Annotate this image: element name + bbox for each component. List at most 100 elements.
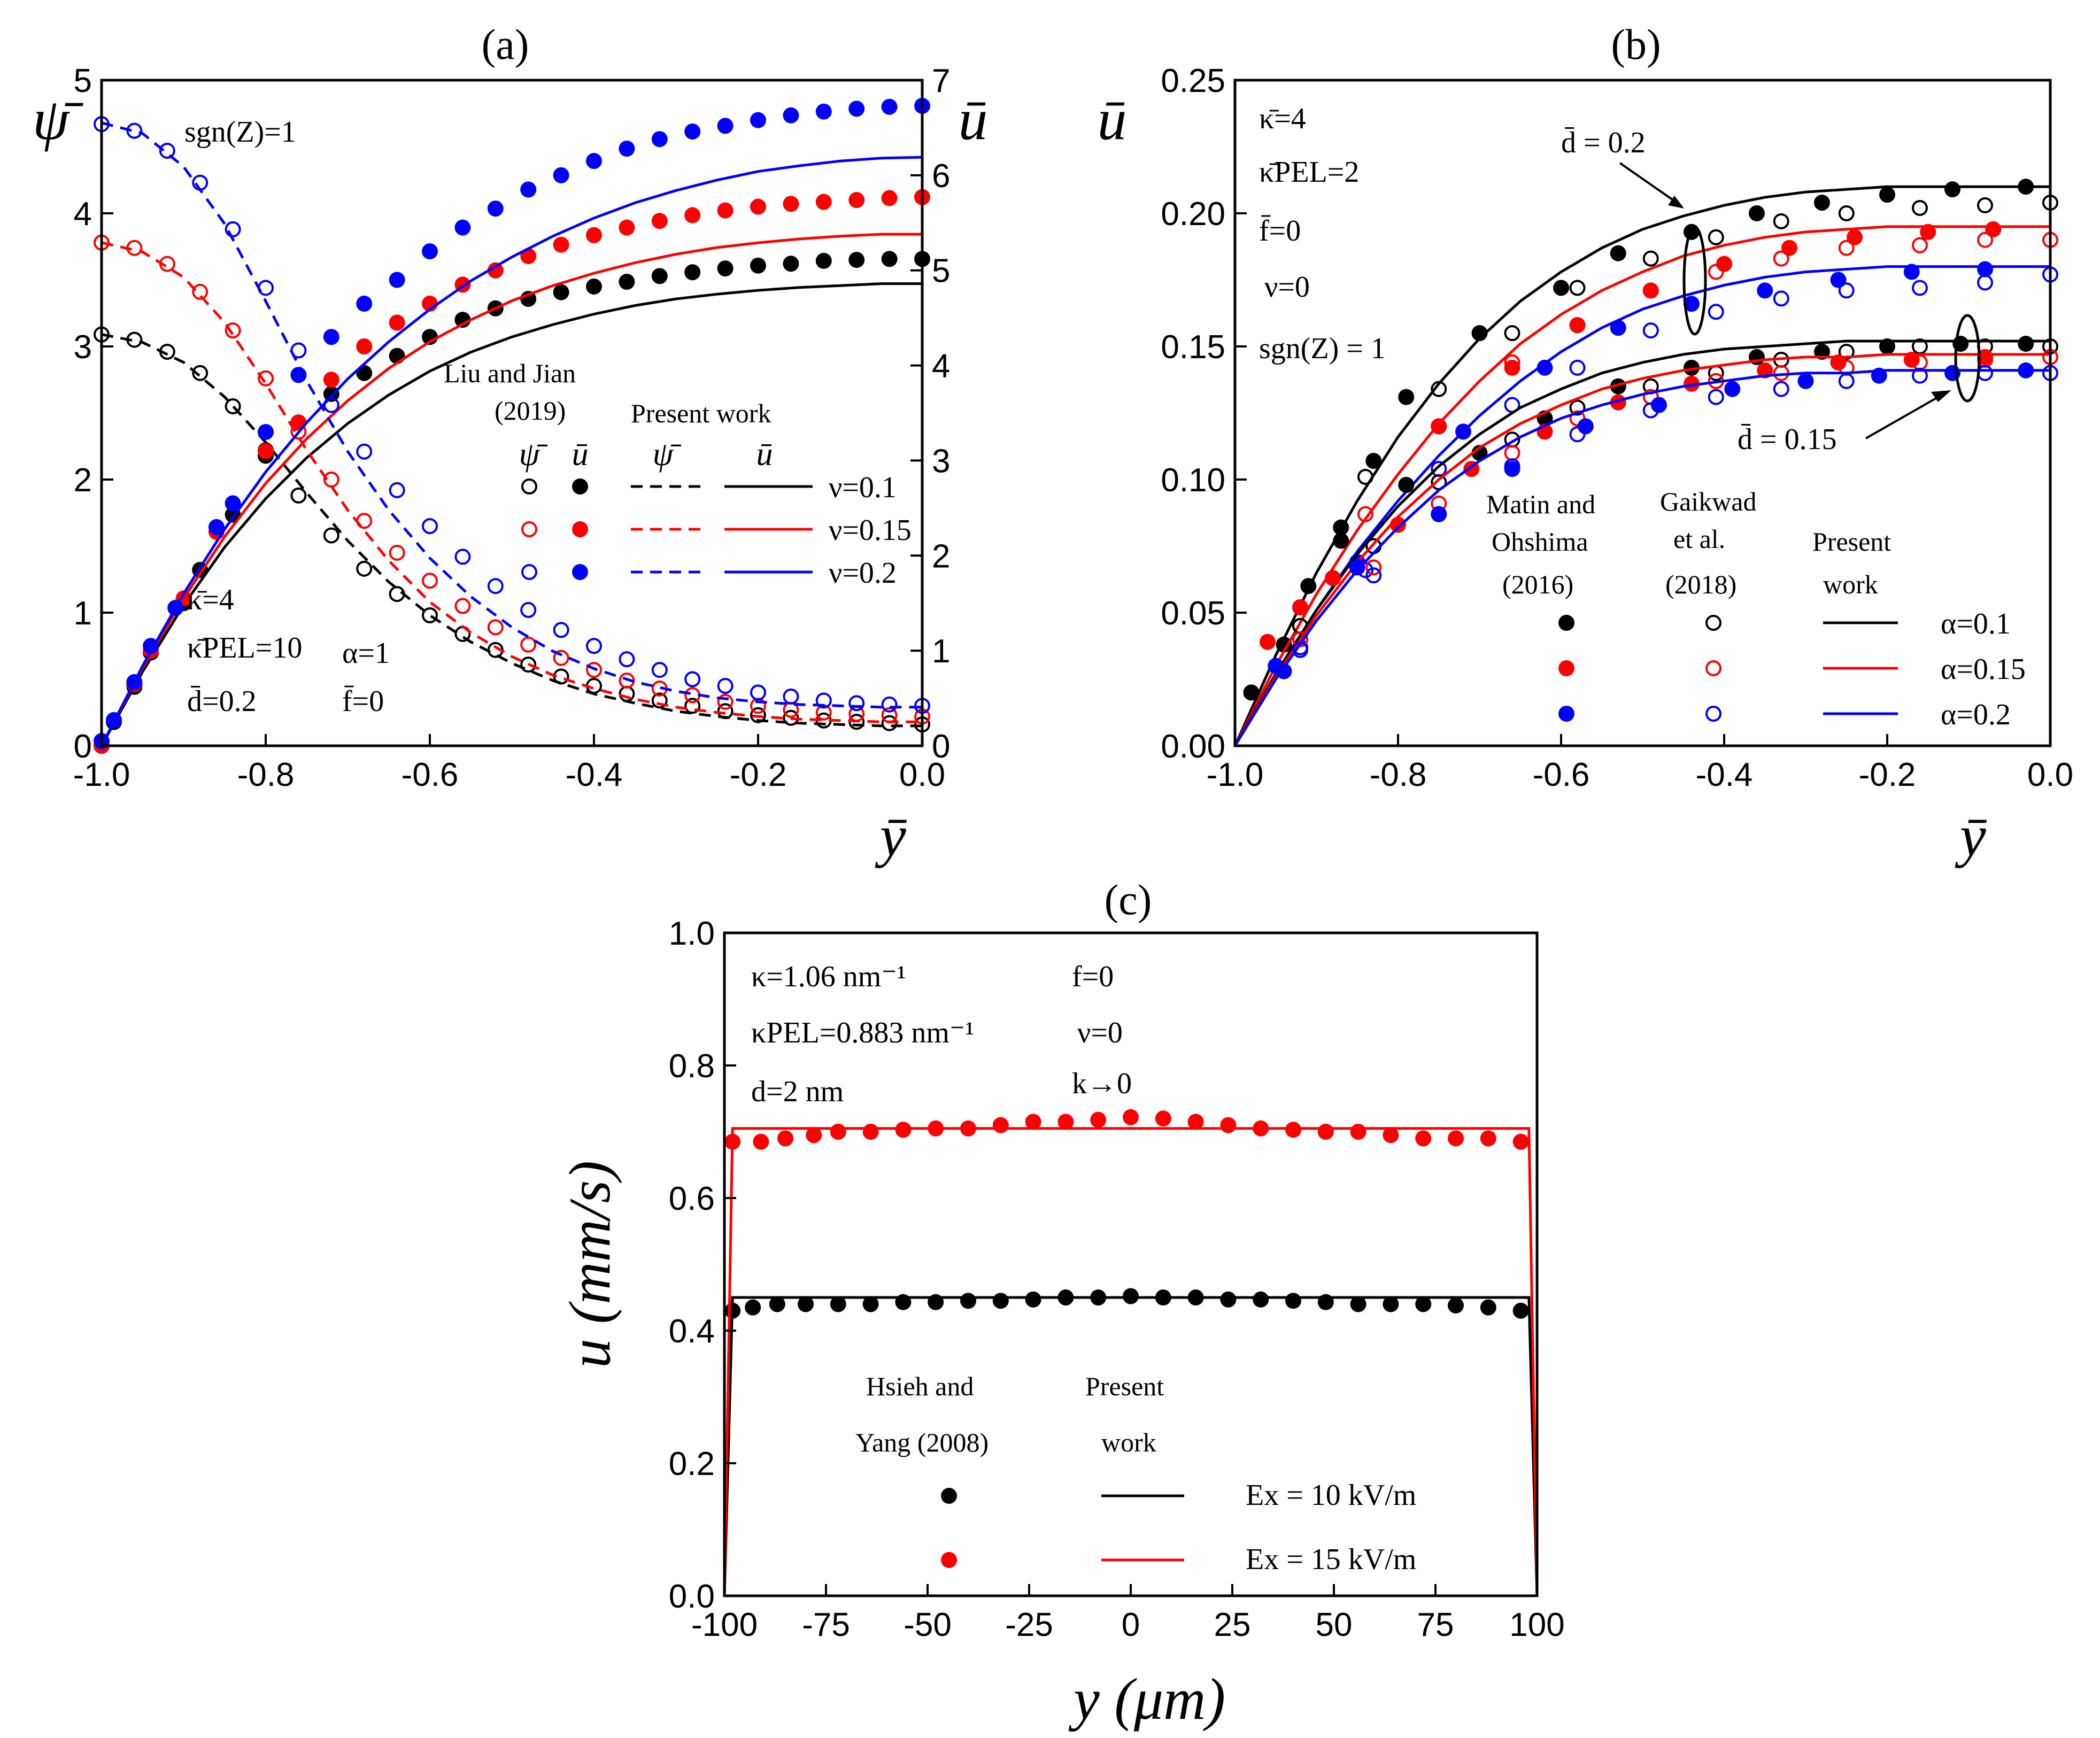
legend-b-label-3: α=0.2 <box>1941 698 2011 731</box>
legend-b-label-1: α=0.1 <box>1941 607 2011 640</box>
b-filled-point-1-9 <box>1920 223 1936 240</box>
b-filled-point-5-5 <box>1651 397 1667 413</box>
legend-c-marker-0 <box>941 1488 957 1504</box>
c-ytick-label-5: 1.0 <box>669 915 715 952</box>
b-open-point-1-10 <box>1977 231 1993 248</box>
legend-b-filled-marker-1 <box>1558 660 1574 676</box>
c-point-0-11 <box>1057 1289 1074 1306</box>
psi-point-0-9 <box>389 586 405 602</box>
b-open-point-5-9 <box>1912 367 1928 384</box>
u-point-1-25 <box>881 190 898 206</box>
b-open-point-0-8 <box>1838 205 1855 221</box>
b-filled-point-0-0 <box>1243 684 1260 701</box>
u-point-0-9 <box>323 385 339 402</box>
legend-a-label-1: ν=0.1 <box>829 471 897 504</box>
a-right-ytick-label-7: 7 <box>932 63 950 99</box>
a-right-ytick-label-2: 2 <box>932 538 950 575</box>
c-point-0-14 <box>1155 1289 1171 1306</box>
b-filled-point-1-0 <box>1260 634 1276 650</box>
c-point-1-17 <box>1253 1120 1269 1137</box>
psi-point-2-18 <box>684 671 701 688</box>
c-point-1-6 <box>895 1122 912 1138</box>
psi-point-0-6 <box>290 487 307 504</box>
b-filled-point-4-7 <box>1830 354 1847 370</box>
psi-point-2-3 <box>192 174 209 191</box>
psi-point-0-16 <box>619 685 635 702</box>
b-open-point-3-4 <box>1569 399 1586 416</box>
b-filled-point-1-4 <box>1569 317 1586 334</box>
panel-c-legend: Hsieh and Yang (2008) Present work Ex = … <box>855 1371 1416 1576</box>
legend-a-u-marker-0 <box>572 478 588 495</box>
u-point-1-23 <box>815 194 832 210</box>
b-filled-point-5-6 <box>1724 381 1741 397</box>
panel-a-label: (a) <box>482 21 529 68</box>
b-xtick-label-1: -0.8 <box>1370 756 1427 793</box>
psi-line-1 <box>101 241 922 723</box>
psi-point-0-20 <box>750 707 766 723</box>
panel-c-xlabel: y (μm) <box>1068 1666 1225 1732</box>
b-filled-point-4-5 <box>1684 375 1700 392</box>
u-point-2-21 <box>717 118 734 134</box>
psi-point-2-11 <box>454 549 471 565</box>
u-point-2-22 <box>750 112 766 128</box>
c-point-1-9 <box>992 1117 1009 1133</box>
u-point-2-2 <box>126 674 143 690</box>
psi-point-2-16 <box>619 651 635 668</box>
b-filled-point-3-1 <box>1398 476 1415 493</box>
a-left-ytick-label-1: 1 <box>74 595 92 632</box>
psi-point-0-19 <box>717 703 734 720</box>
panel-b-annot-nu: ν=0 <box>1264 271 1310 304</box>
u-point-0-24 <box>815 252 832 269</box>
c-xtick-label-0: -100 <box>691 1606 758 1643</box>
u-point-2-1 <box>106 712 122 728</box>
c-point-0-22 <box>1415 1296 1432 1312</box>
panel-b-annot-kappa: κ̄=4 <box>1259 102 1306 135</box>
b-open-point-5-5 <box>1642 402 1659 419</box>
u-point-2-12 <box>422 243 438 260</box>
c-point-1-15 <box>1187 1114 1204 1130</box>
u-point-1-8 <box>323 372 339 388</box>
panel-b-annot-f: f̄=0 <box>1259 214 1301 248</box>
b-filled-point-3-4 <box>1610 378 1626 395</box>
b-open-point-5-1 <box>1365 567 1382 584</box>
b-filled-point-2-8 <box>1903 264 1920 280</box>
b-ytick-label-5: 0.25 <box>1161 63 1225 99</box>
c-point-0-2 <box>769 1296 785 1312</box>
b-filled-point-3-2 <box>1471 445 1488 461</box>
panel-c-series <box>723 1109 1539 1596</box>
b-filled-point-5-10 <box>2018 362 2034 379</box>
c-ytick-label-3: 0.6 <box>669 1180 715 1217</box>
b-open-point-3-8 <box>1838 343 1855 360</box>
b-filled-point-0-13 <box>1944 181 1960 198</box>
b-filled-point-3-0 <box>1333 532 1349 549</box>
panel-c-ylabel: u (mm/s) <box>557 1161 622 1368</box>
psi-point-2-17 <box>651 662 668 678</box>
b-open-point-4-1 <box>1365 559 1382 576</box>
a-left-ytick-label-4: 4 <box>74 196 92 233</box>
panel-a-annot-sgn: sgn(Z)=1 <box>184 115 296 149</box>
panel-a-series <box>94 98 930 754</box>
u-point-1-17 <box>619 219 635 236</box>
c-point-0-25 <box>1512 1302 1529 1319</box>
u-point-2-25 <box>848 101 865 117</box>
panel-b-annot-kappa-pel: κ̄PEL=2 <box>1259 156 1359 189</box>
c-point-0-24 <box>1480 1299 1496 1316</box>
panel-c: (c) -100 -75 -50 -25 0 25 50 75 100 0.0 0.2 0.4 0.6 0… <box>557 877 1565 1732</box>
c-point-1-7 <box>928 1120 944 1137</box>
c-point-0-13 <box>1123 1288 1139 1304</box>
b-xtick-label-0: -1.0 <box>1207 756 1264 793</box>
u-point-2-6 <box>225 495 241 512</box>
psi-point-1-11 <box>454 598 471 614</box>
panel-b-label: (b) <box>1611 21 1661 68</box>
psi-point-0-8 <box>356 560 373 577</box>
legend-c-label-2: Ex = 15 kV/m <box>1246 1543 1416 1576</box>
b-open-point-1-7 <box>1773 250 1789 267</box>
b-open-point-2-7 <box>1773 290 1789 307</box>
b-filled-point-0-2 <box>1300 578 1317 594</box>
u-point-2-11 <box>389 272 405 288</box>
a-left-ytick-label-0: 0 <box>74 728 92 765</box>
u-point-2-15 <box>520 181 537 198</box>
c-point-1-10 <box>1025 1114 1041 1130</box>
c-point-0-3 <box>798 1296 814 1312</box>
